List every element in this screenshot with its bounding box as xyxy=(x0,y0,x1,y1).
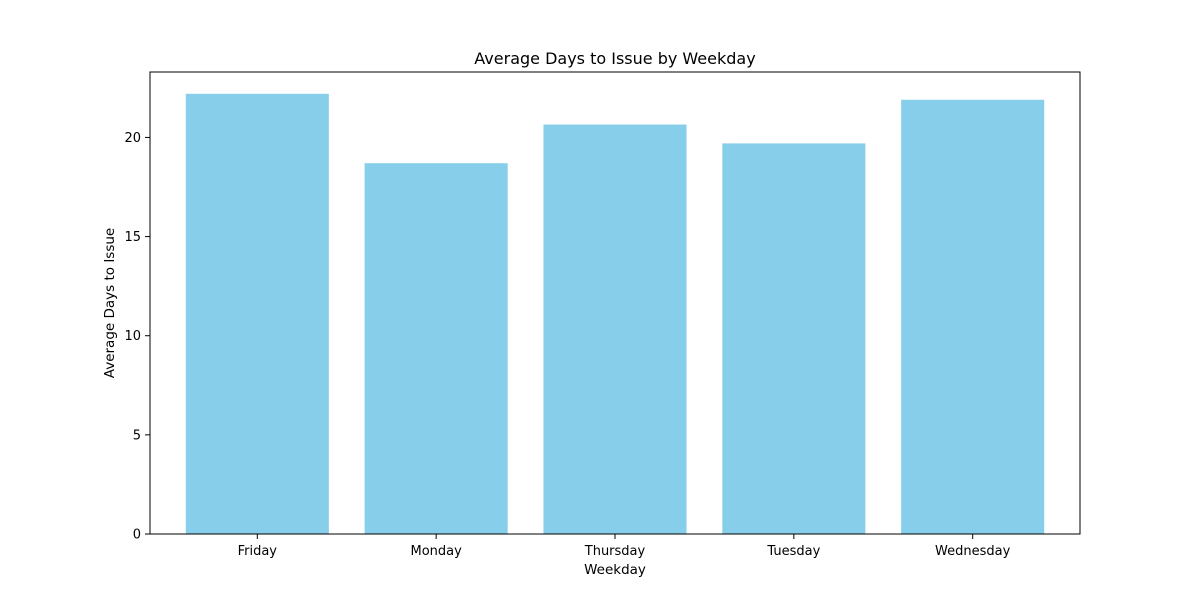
y-tick-label-20: 20 xyxy=(124,131,141,146)
chart-title: Average Days to Issue by Weekday xyxy=(474,49,755,68)
y-tick-label-5: 5 xyxy=(133,428,141,443)
x-tick-label-tuesday: Tuesday xyxy=(766,544,820,559)
x-axis: Friday Monday Thursday Tuesday Wednesday xyxy=(238,534,1011,559)
y-axis: 0 5 10 15 20 xyxy=(124,131,150,543)
bar-thursday xyxy=(543,124,687,534)
y-axis-label: Average Days to Issue xyxy=(102,228,118,378)
plot-frame xyxy=(149,71,1081,535)
x-tick-label-thursday: Thursday xyxy=(584,544,646,559)
x-tick-label-friday: Friday xyxy=(238,544,278,559)
y-tick-label-15: 15 xyxy=(124,230,141,245)
x-axis-label: Weekday xyxy=(584,562,646,578)
y-tick-label-10: 10 xyxy=(124,329,141,344)
x-tick-label-monday: Monday xyxy=(410,544,462,559)
x-tick-label-wednesday: Wednesday xyxy=(935,544,1011,559)
bar-wednesday xyxy=(901,99,1045,535)
y-tick-label-0: 0 xyxy=(133,528,141,543)
bars-layer xyxy=(185,93,1045,535)
bar-friday xyxy=(185,93,329,534)
bar-monday xyxy=(364,163,508,534)
bar-tuesday xyxy=(722,143,866,535)
